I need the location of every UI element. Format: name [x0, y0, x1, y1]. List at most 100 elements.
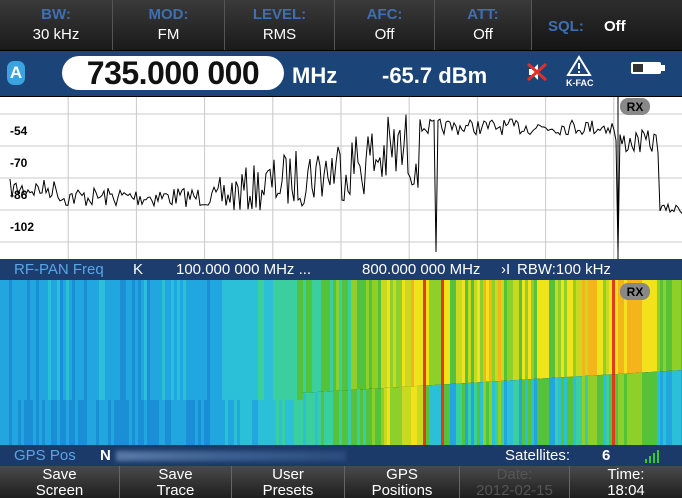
waterfall-stripe [111, 400, 114, 445]
waterfall-stripe [240, 400, 243, 445]
waterfall-stripe [513, 380, 516, 445]
waterfall-stripe [72, 400, 75, 445]
softkey[interactable]: AFC: Off [335, 0, 435, 50]
waterfall-stripe [624, 373, 627, 445]
softkey-line: 18:04 [607, 482, 645, 498]
waterfall-stripe [216, 400, 219, 445]
waterfall-stripe [237, 280, 240, 400]
waterfall-stripe [213, 280, 216, 400]
waterfall-stripe [426, 385, 429, 445]
waterfall-stripe [675, 370, 678, 445]
waterfall-stripe [81, 400, 84, 445]
waterfall-stripe [150, 280, 153, 400]
waterfall-stripe [501, 280, 504, 381]
waterfall-stripe [450, 280, 453, 384]
softkey[interactable]: User Presets [232, 466, 345, 498]
waterfall-stripe [507, 280, 510, 381]
waterfall-stripe [612, 280, 615, 375]
waterfall-stripe [117, 280, 120, 400]
waterfall-stripe [138, 400, 141, 445]
waterfall-stripe [402, 280, 405, 387]
waterfall-stripe [42, 400, 45, 445]
waterfall-stripe [669, 370, 672, 445]
softkey[interactable]: Time: 18:04 [570, 466, 682, 498]
waterfall-stripe [396, 280, 399, 388]
waterfall-stripe [579, 376, 582, 445]
waterfall-stripe [399, 386, 402, 445]
waterfall-stripe [129, 280, 132, 400]
waterfall-stripe [327, 280, 330, 392]
waterfall-stripe [429, 280, 432, 386]
trace-indicator: A [7, 61, 25, 85]
waterfall-stripe [60, 400, 63, 445]
waterfall-stripe [24, 280, 27, 400]
waterfall-stripe [567, 280, 570, 377]
squelch-value: Off [604, 18, 626, 35]
waterfall-stripe [75, 400, 78, 445]
waterfall-stripe [366, 280, 369, 389]
waterfall-stripe [291, 280, 294, 400]
start-marker: K [133, 261, 144, 278]
waterfall-stripe [642, 372, 645, 445]
waterfall-stripe [198, 280, 201, 400]
waterfall-stripe [237, 400, 240, 445]
softkey[interactable]: Save Trace [120, 466, 232, 498]
waterfall-stripe [456, 383, 459, 445]
waterfall-stripe [174, 400, 177, 445]
waterfall-stripe [63, 280, 66, 400]
softkey[interactable]: ATT: Off [435, 0, 532, 50]
waterfall-stripe [12, 400, 15, 445]
softkey-value: 30 kHz [32, 26, 80, 43]
waterfall-stripe [627, 280, 630, 374]
softkey[interactable]: MOD: FM [113, 0, 225, 50]
waterfall-stripe [540, 378, 543, 445]
waterfall-stripe [597, 280, 600, 376]
waterfall-stripe [630, 280, 633, 374]
waterfall-stripe [99, 280, 102, 400]
waterfall-stripe [126, 280, 129, 400]
mute-icon [527, 62, 547, 82]
waterfall-stripe [225, 280, 228, 400]
waterfall-stripe [426, 280, 429, 386]
waterfall-stripe [57, 400, 60, 445]
softkey[interactable]: GPS Positions [345, 466, 460, 498]
softkey[interactable]: BW: 30 kHz [0, 0, 113, 50]
waterfall-stripe [87, 280, 90, 400]
rx-badge-bg [620, 283, 650, 300]
waterfall-stripe [375, 280, 378, 389]
waterfall-stripe [660, 371, 663, 445]
waterfall-stripe [555, 377, 558, 445]
waterfall-stripe [495, 381, 498, 445]
softkey[interactable]: LEVEL: RMS [225, 0, 335, 50]
waterfall-stripe [216, 280, 219, 400]
waterfall-stripe [417, 280, 420, 386]
waterfall-stripe [420, 385, 423, 445]
waterfall-stripe [570, 280, 573, 377]
waterfall-stripe [132, 400, 135, 445]
waterfall-stripe [510, 380, 513, 445]
waterfall-stripe [441, 384, 444, 445]
squelch-key[interactable]: SQL: Off [532, 0, 682, 50]
waterfall-stripe [504, 280, 507, 381]
waterfall-stripe [573, 280, 576, 377]
waterfall-stripe [354, 389, 357, 445]
softkey-line: Trace [156, 482, 195, 498]
softkey[interactable]: Save Screen [0, 466, 120, 498]
waterfall-stripe [42, 280, 45, 400]
center-frequency[interactable]: 735.000 000 [62, 56, 284, 90]
waterfall-stripe [30, 400, 33, 445]
waterfall-stripe [546, 280, 549, 379]
waterfall-stripe [171, 280, 174, 400]
waterfall-stripe [30, 280, 33, 400]
waterfall-stripe [150, 400, 153, 445]
softkey-line: Presets [262, 482, 314, 498]
waterfall-stripe [45, 400, 48, 445]
waterfall-stripe [381, 280, 384, 389]
waterfall-stripe [384, 280, 387, 388]
waterfall-stripe [144, 400, 147, 445]
waterfall-stripe [357, 280, 360, 390]
waterfall-stripe [525, 280, 528, 380]
waterfall-stripe [537, 378, 540, 445]
waterfall-stripe [180, 280, 183, 400]
waterfall-stripe [516, 379, 519, 445]
